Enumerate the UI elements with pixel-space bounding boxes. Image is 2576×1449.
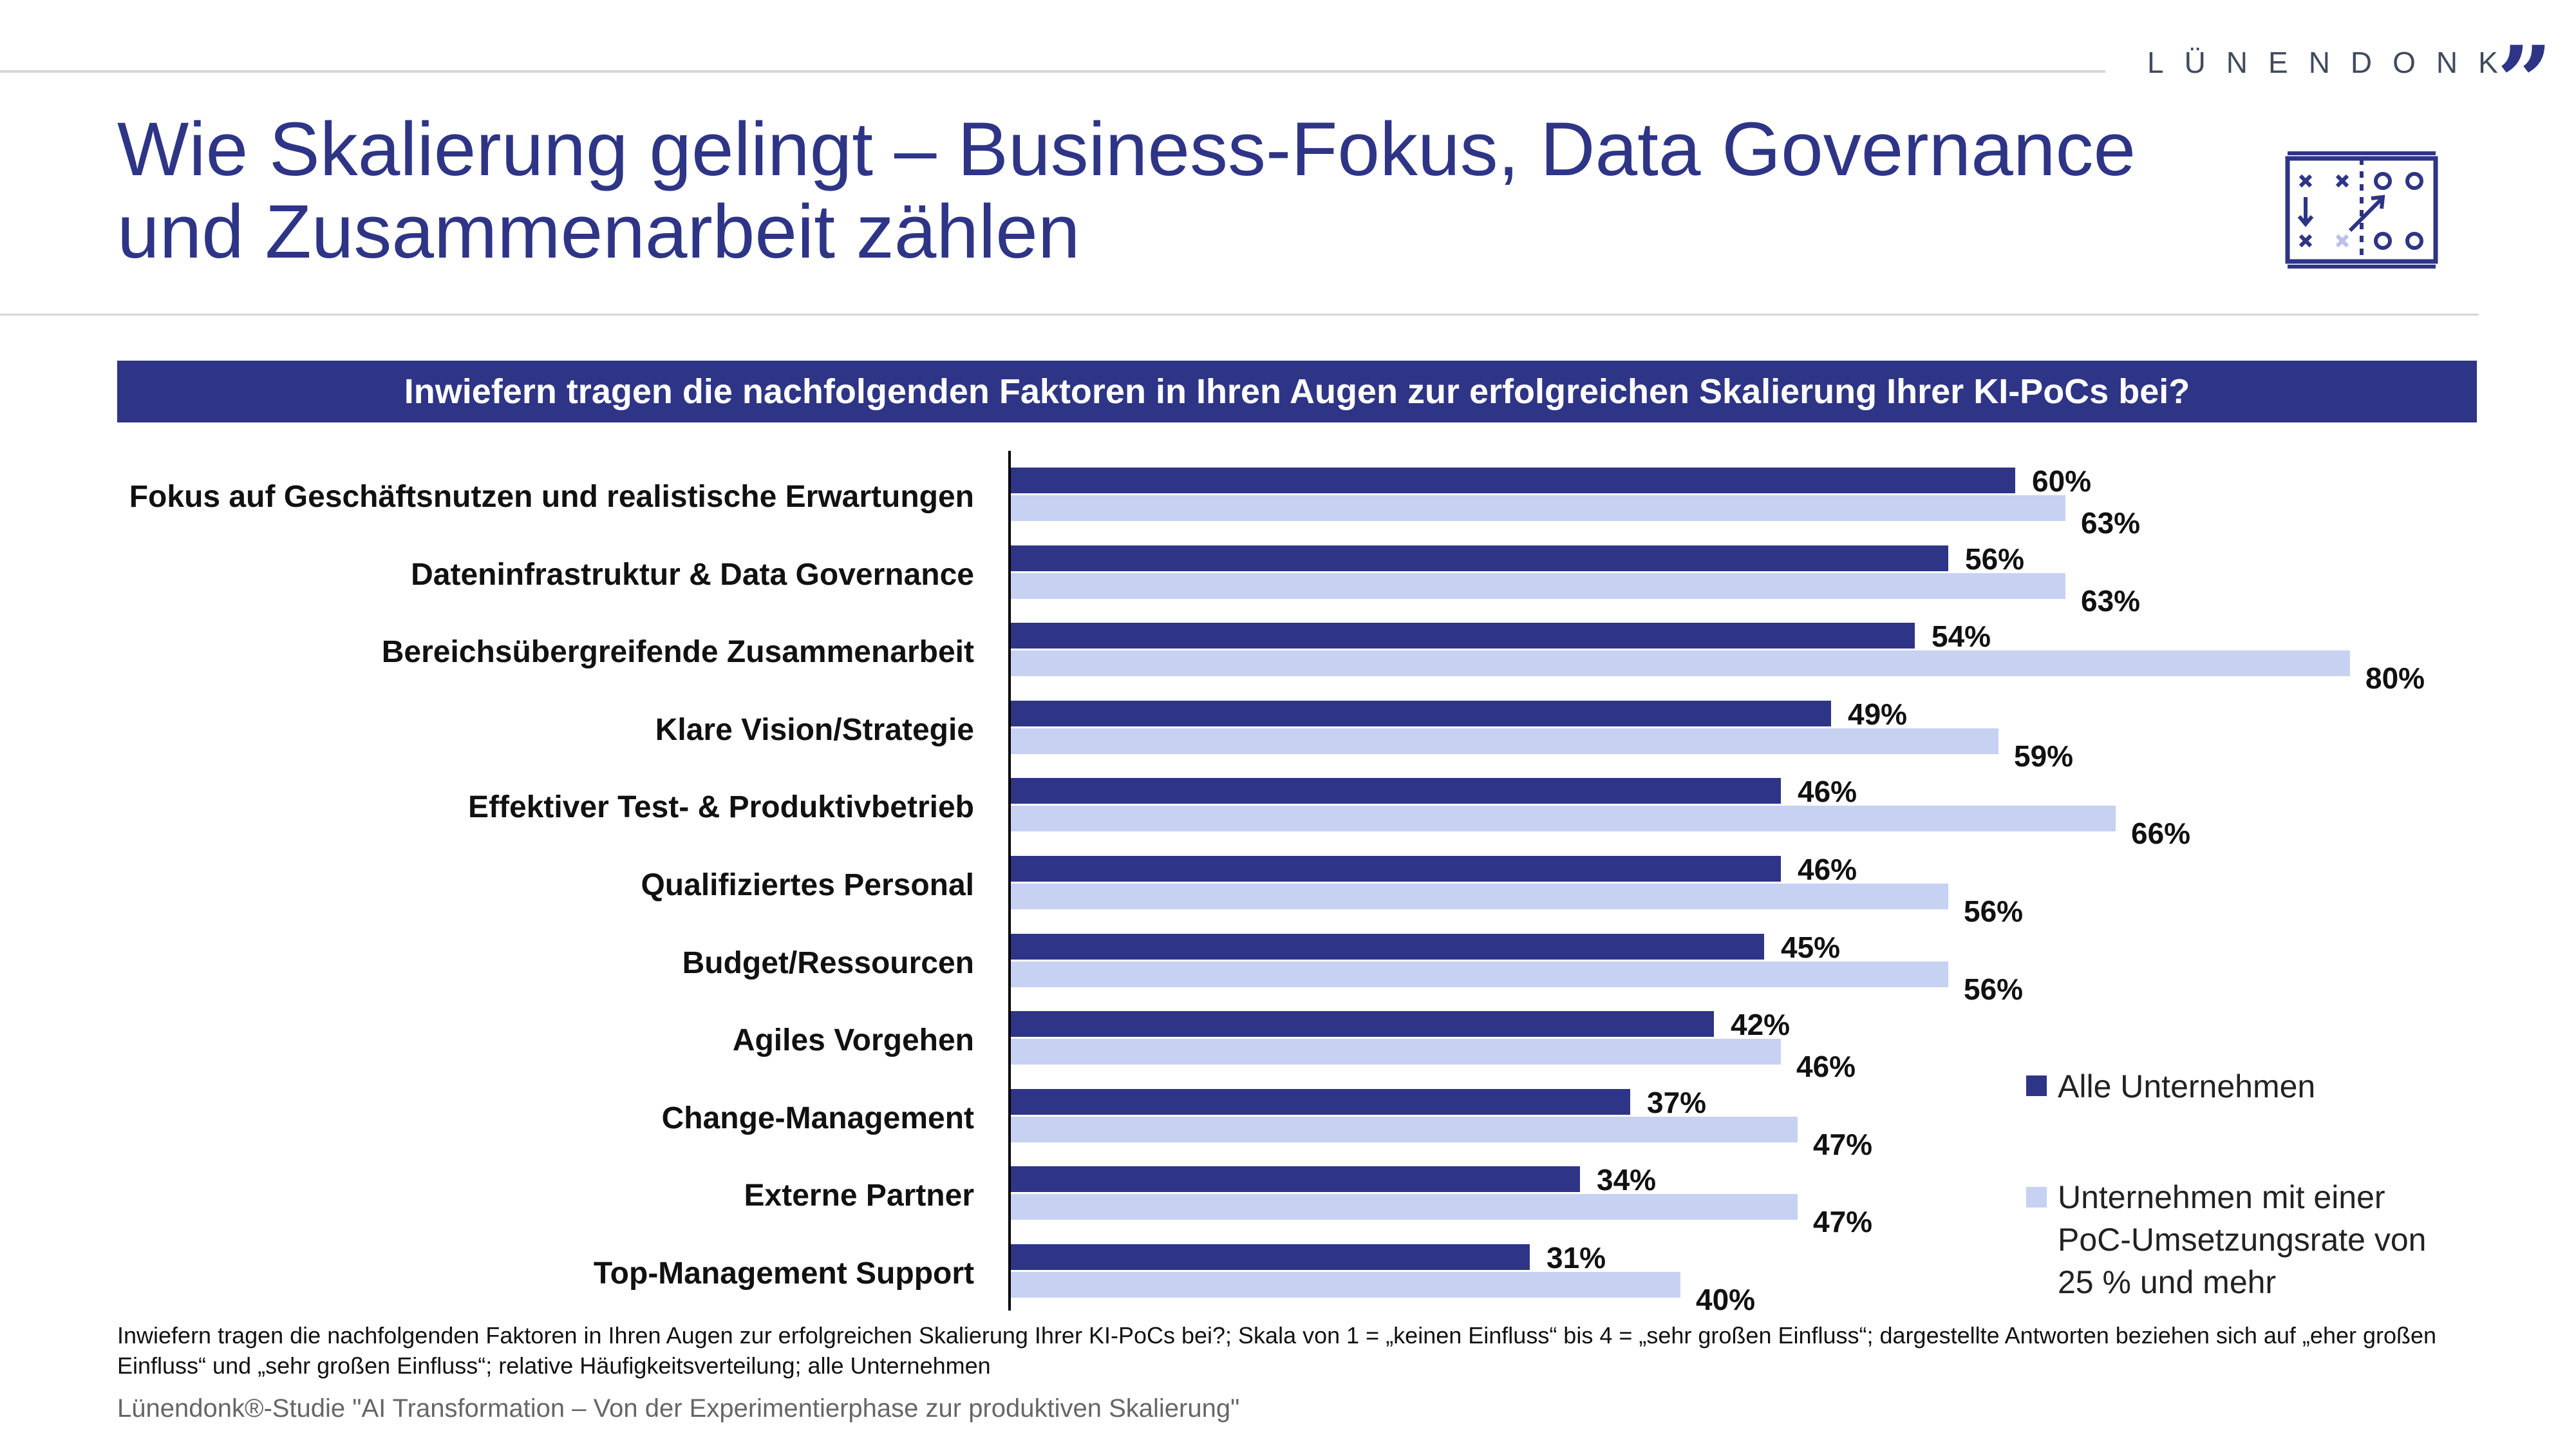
data-label: 66% bbox=[2131, 817, 2191, 851]
data-label: 54% bbox=[1932, 620, 1991, 654]
data-label: 31% bbox=[1547, 1241, 1606, 1274]
data-label: 59% bbox=[2014, 739, 2074, 773]
data-label: 49% bbox=[1848, 697, 1908, 731]
bar-poc-unternehmen bbox=[1011, 1039, 1781, 1065]
category-label: Klare Vision/Strategie bbox=[655, 712, 974, 747]
data-label: 47% bbox=[1813, 1205, 1873, 1239]
brand-quote-mark: ” bbox=[2497, 25, 2553, 138]
data-label: 63% bbox=[2081, 506, 2141, 540]
category-label: Effektiver Test- & Produktivbetrieb bbox=[468, 790, 974, 825]
bar-alle-unternehmen bbox=[1011, 623, 1915, 649]
category-label: Dateninfrastruktur & Data Governance bbox=[411, 557, 974, 592]
bar-alle-unternehmen bbox=[1011, 1166, 1580, 1193]
category-label: Agiles Vorgehen bbox=[732, 1023, 974, 1058]
category-label: Fokus auf Geschäftsnutzen und realistisc… bbox=[129, 480, 974, 514]
data-label: 47% bbox=[1813, 1127, 1873, 1161]
bar-poc-unternehmen bbox=[1011, 884, 1948, 909]
title-divider bbox=[0, 314, 2479, 316]
data-label: 42% bbox=[1731, 1008, 1791, 1042]
bar-poc-unternehmen bbox=[1011, 806, 2116, 832]
page-title: Wie Skalierung gelingt – Business-Fokus,… bbox=[117, 107, 2136, 274]
top-divider bbox=[0, 70, 2105, 73]
legend-label-poc: Unternehmen mit einer PoC-Umsetzungsrate… bbox=[2058, 1179, 2427, 1300]
bar-poc-unternehmen bbox=[1011, 1194, 1798, 1220]
bar-poc-unternehmen bbox=[1011, 1116, 1798, 1142]
brand-logo-text: LÜNENDONK bbox=[2147, 46, 2519, 79]
category-label: Bereichsübergreifende Zusammenarbeit bbox=[381, 635, 974, 670]
footnote: Inwiefern tragen die nachfolgenden Fakto… bbox=[117, 1322, 2437, 1379]
data-label: 40% bbox=[1696, 1283, 1756, 1316]
question-banner: Inwiefern tragen die nachfolgenden Fakto… bbox=[117, 361, 2477, 422]
legend-label-alle: Alle Unternehmen bbox=[2058, 1068, 2316, 1104]
legend-swatch-alle bbox=[2026, 1075, 2047, 1096]
bar-poc-unternehmen bbox=[1011, 1272, 1680, 1298]
bar-poc-unternehmen bbox=[1011, 573, 2065, 599]
bar-alle-unternehmen bbox=[1011, 856, 1781, 882]
data-label: 80% bbox=[2365, 661, 2425, 696]
bar-poc-unternehmen bbox=[1011, 728, 1998, 754]
data-label: 46% bbox=[1798, 775, 1857, 809]
bar-poc-unternehmen bbox=[1011, 495, 2065, 521]
bar-alle-unternehmen bbox=[1011, 1011, 1714, 1037]
bar-alle-unternehmen bbox=[1011, 778, 1781, 804]
bar-poc-unternehmen bbox=[1011, 650, 2350, 677]
category-label: Top-Management Support bbox=[593, 1256, 974, 1291]
data-label: 34% bbox=[1597, 1163, 1657, 1197]
data-label: 56% bbox=[1964, 972, 2024, 1006]
bar-alle-unternehmen bbox=[1011, 1088, 1630, 1115]
category-label: Change-Management bbox=[661, 1101, 974, 1135]
data-label: 45% bbox=[1781, 930, 1841, 964]
bar-poc-unternehmen bbox=[1011, 961, 1948, 987]
tactics-board-icon bbox=[2285, 151, 2438, 269]
category-label: Qualifiziertes Personal bbox=[641, 868, 974, 902]
bar-alle-unternehmen bbox=[1011, 1244, 1530, 1270]
legend-swatch-poc bbox=[2026, 1187, 2047, 1208]
bar-alle-unternehmen bbox=[1011, 468, 2015, 493]
data-label: 56% bbox=[1964, 895, 2024, 928]
data-label: 63% bbox=[2081, 583, 2141, 618]
data-label: 37% bbox=[1647, 1085, 1707, 1119]
bar-alle-unternehmen bbox=[1011, 545, 1948, 571]
data-label: 56% bbox=[1965, 542, 2025, 576]
bar-alle-unternehmen bbox=[1011, 933, 1764, 960]
bar-alle-unternehmen bbox=[1011, 700, 1831, 726]
data-label: 46% bbox=[1798, 853, 1857, 886]
data-label: 60% bbox=[2032, 464, 2092, 498]
chart-axis bbox=[1008, 451, 1011, 1311]
category-label: Budget/Ressourcen bbox=[682, 945, 974, 980]
data-label: 46% bbox=[1796, 1050, 1856, 1084]
category-label: Externe Partner bbox=[744, 1179, 975, 1213]
source-note: Lünendonk®-Studie "AI Transformation – V… bbox=[117, 1394, 1240, 1423]
